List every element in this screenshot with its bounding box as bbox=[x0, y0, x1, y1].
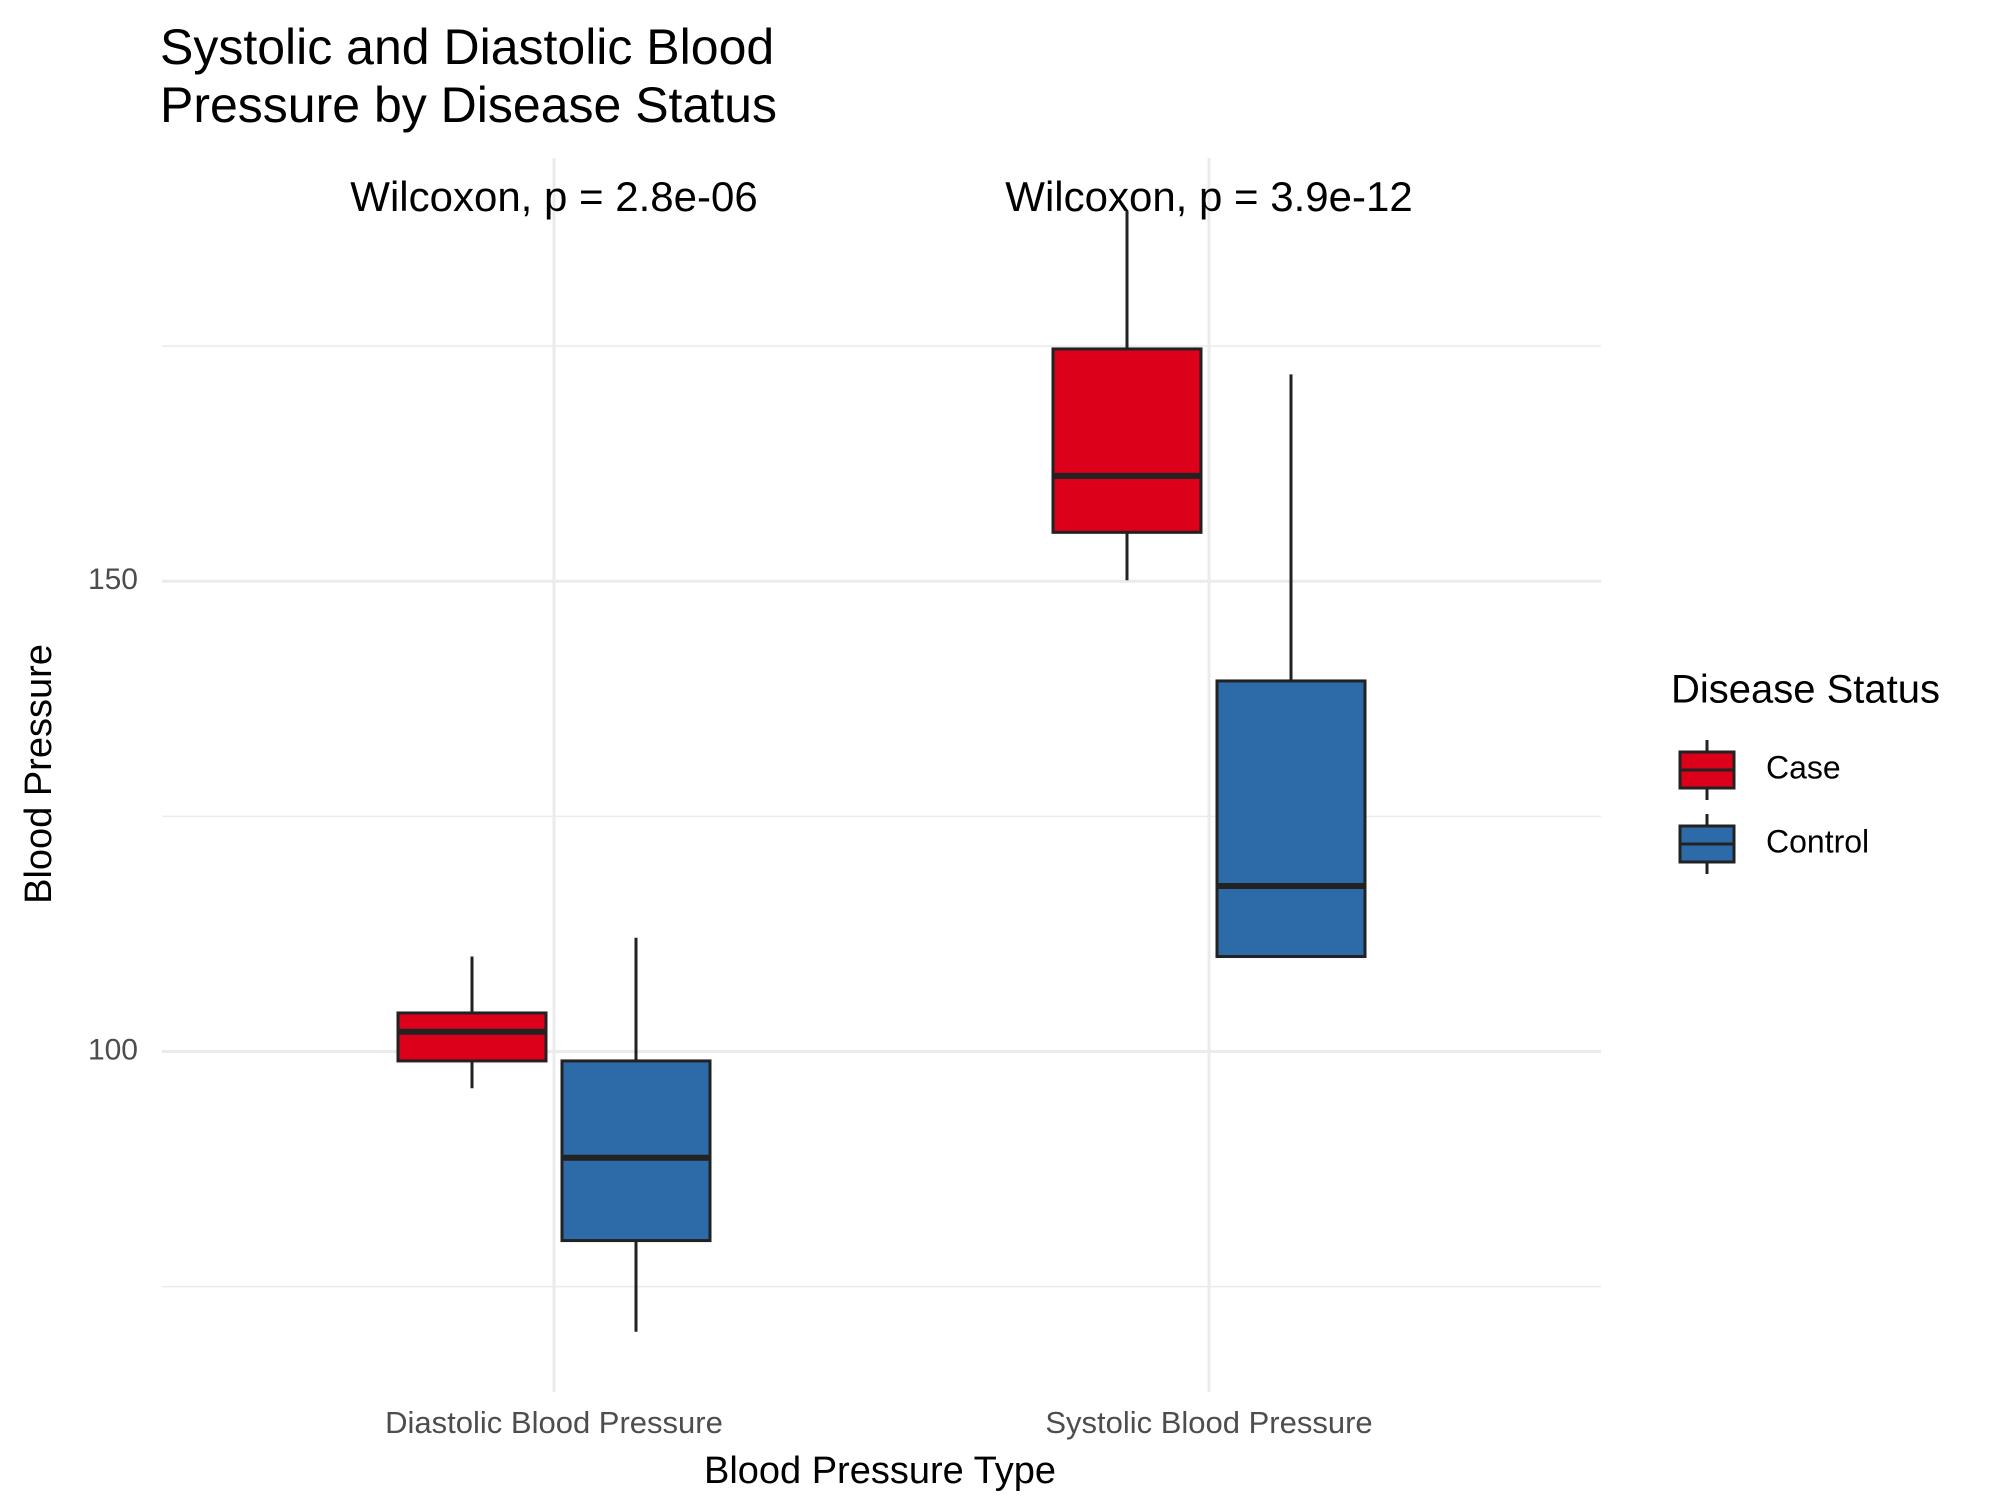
box bbox=[1051, 347, 1203, 534]
chart-title: Systolic and Diastolic Blood Pressure by… bbox=[160, 19, 777, 133]
annotation: Wilcoxon, p = 3.9e-12 bbox=[1005, 173, 1412, 220]
y-tick-label: 100 bbox=[88, 1033, 138, 1066]
legend-title: Disease Status bbox=[1671, 668, 1940, 712]
x-tick-label: Diastolic Blood Pressure bbox=[385, 1405, 723, 1440]
x-tick-label: Systolic Blood Pressure bbox=[1045, 1405, 1372, 1440]
box bbox=[560, 1059, 712, 1243]
y-tick-label: 150 bbox=[88, 563, 138, 596]
annotation: Wilcoxon, p = 2.8e-06 bbox=[350, 173, 757, 220]
x-axis-label: Blood Pressure Type bbox=[704, 1450, 1056, 1492]
legend-label: Control bbox=[1766, 823, 1869, 859]
box bbox=[1215, 679, 1367, 959]
y-axis-label: Blood Pressure bbox=[18, 644, 60, 904]
legend-label: Case bbox=[1766, 749, 1841, 785]
box bbox=[396, 1011, 548, 1063]
